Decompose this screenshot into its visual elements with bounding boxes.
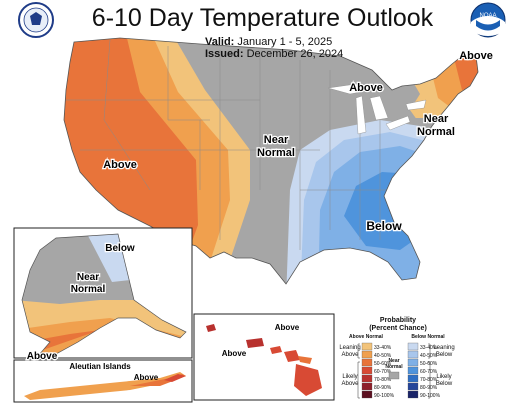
issued-date: Issued: December 26, 2024 xyxy=(205,48,343,60)
legend-above-swatch xyxy=(361,342,373,351)
legend-above-swatch xyxy=(361,366,373,375)
hawaii-above-label-2: Above xyxy=(222,349,247,358)
legend-above-range: 40-50% xyxy=(374,353,392,359)
west-above-label: Above xyxy=(103,159,137,171)
legend-above-swatch xyxy=(361,358,373,367)
alaska-below-33-40 xyxy=(84,234,130,282)
legend-below-range: 70-80% xyxy=(420,377,438,383)
legend-below-swatch xyxy=(407,374,419,383)
valid-dates: Valid: January 1 - 5, 2025 xyxy=(205,36,332,48)
legend-rows: 33-40% 33-40% 40-50% 40-50% 50-60% 50-60% 60-7… xyxy=(361,342,441,399)
legend-above-swatch xyxy=(361,374,373,383)
legend-likely-above-2: Above xyxy=(341,381,359,387)
southeast-below-label: Below xyxy=(366,219,402,233)
alaska-above-label: Above xyxy=(27,351,58,362)
legend-above-swatch xyxy=(361,382,373,391)
aleutian-above-label: Above xyxy=(134,373,159,382)
alaska-near-label-2: Normal xyxy=(71,284,106,295)
legend-leaning-below-2: Below xyxy=(436,352,453,358)
legend-below-swatch xyxy=(407,350,419,359)
alaska-below-label: Below xyxy=(105,243,135,254)
valid-label: Valid: xyxy=(205,36,235,48)
legend-above-range: 60-70% xyxy=(374,369,392,375)
northeast-near-label-1: Near xyxy=(424,113,449,125)
legend-leaning-above-1: Leaning xyxy=(339,345,360,351)
legend-below-range: 33-40% xyxy=(420,345,438,351)
svg-text:NOAA: NOAA xyxy=(479,13,496,19)
legend-above-range: 90-100% xyxy=(374,393,395,399)
legend-below-range: 90-100% xyxy=(420,393,441,399)
legend-below-swatch xyxy=(407,358,419,367)
map-labels: Above Near Normal Above Above Near Norma… xyxy=(25,49,494,382)
legend-near-1: Near xyxy=(388,358,399,364)
legend-title-1: Probability xyxy=(380,317,416,324)
issued-value: December 26, 2024 xyxy=(246,48,344,60)
legend-likely-below-1: Likely xyxy=(436,374,451,380)
legend-likely-below-2: Below xyxy=(436,381,453,387)
legend-above-range: 80-90% xyxy=(374,385,392,391)
legend-above-range: 33-40% xyxy=(374,345,392,351)
legend-near-swatch xyxy=(388,371,400,380)
issued-label: Issued: xyxy=(205,48,244,60)
page-title: 6-10 Day Temperature Outlook xyxy=(91,4,434,32)
legend-leaning-below-1: Leaning xyxy=(433,345,454,351)
probability-legend: Probability (Percent Chance) Above Norma… xyxy=(339,317,454,399)
hawaii-inset xyxy=(193,313,335,401)
northeast-near-label-2: Normal xyxy=(417,126,455,138)
legend-likely-above-1: Likely xyxy=(342,374,357,380)
aleutian-title: Aleutian Islands xyxy=(69,362,131,371)
great-lakes-above-label: Above xyxy=(349,82,383,94)
legend-above-swatch xyxy=(361,390,373,399)
legend-below-range: 80-90% xyxy=(420,385,438,391)
legend-below-swatch xyxy=(407,366,419,375)
legend-below-range: 50-60% xyxy=(420,361,438,367)
maine-above-label: Above xyxy=(459,50,493,62)
commerce-seal-logo xyxy=(18,2,54,38)
noaa-logo: NOAA xyxy=(470,2,506,38)
legend-above-header: Above Normal xyxy=(349,334,384,340)
central-near-label-1: Near xyxy=(264,134,289,146)
legend-below-swatch xyxy=(407,342,419,351)
legend-below-swatch xyxy=(407,390,419,399)
legend-below-header: Below Normal xyxy=(411,334,445,340)
legend-below-swatch xyxy=(407,382,419,391)
legend-below-range: 60-70% xyxy=(420,369,438,375)
legend-above-range: 70-80% xyxy=(374,377,392,383)
legend-above-range: 50-60% xyxy=(374,361,392,367)
legend-title-2: (Percent Chance) xyxy=(369,325,427,332)
alaska-inset xyxy=(13,227,193,359)
legend-above-swatch xyxy=(361,350,373,359)
legend-below-range: 40-50% xyxy=(420,353,438,359)
valid-value: January 1 - 5, 2025 xyxy=(237,36,333,48)
alaska-near-label-1: Near xyxy=(77,272,99,283)
legend-leaning-above-2: Above xyxy=(341,352,359,358)
central-near-label-2: Normal xyxy=(257,147,295,159)
great-lakes xyxy=(327,83,427,135)
aleutian-inset xyxy=(13,359,193,403)
legend-near-2: Normal xyxy=(385,364,403,370)
hawaii-above-label-1: Above xyxy=(275,323,300,332)
